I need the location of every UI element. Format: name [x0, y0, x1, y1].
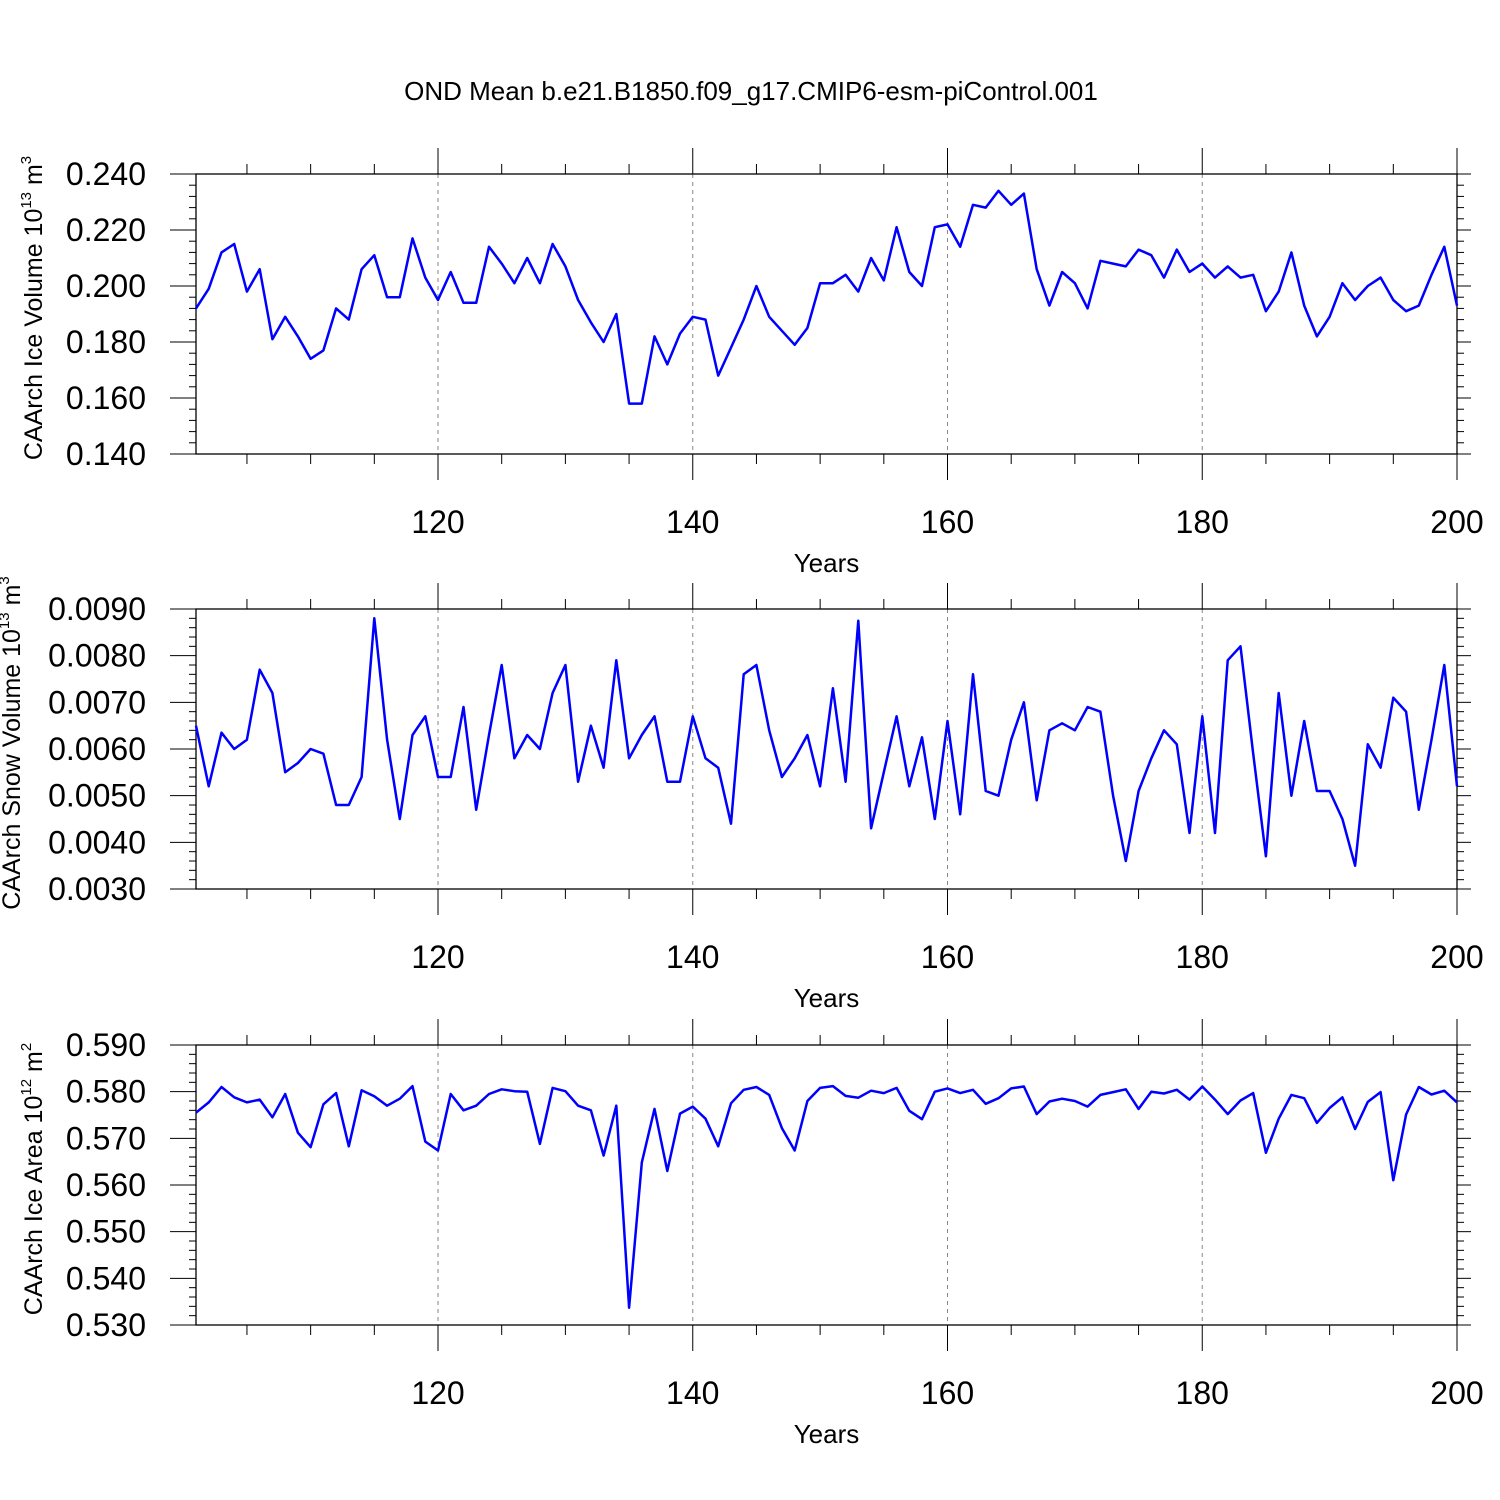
- x-tick-label: 180: [1176, 1375, 1229, 1411]
- y-axis-title-part: 2: [18, 1043, 35, 1051]
- x-tick-label: 200: [1430, 504, 1483, 540]
- y-axis-title: CAArch Ice Area 1012 m2: [18, 1043, 48, 1315]
- x-tick-label: 120: [411, 504, 464, 540]
- x-tick-label: 180: [1176, 504, 1229, 540]
- y-tick-label: 0.0040: [48, 824, 146, 860]
- panels: 0.140 0.160 0.180 0.200 0.220 0.240 120 140 160 1…: [0, 148, 1484, 1449]
- x-axis-title: Years: [794, 983, 860, 1013]
- y-axis-title-part: CAArch Ice Volume 10: [20, 209, 48, 461]
- y-tick-label: 0.0030: [48, 871, 146, 907]
- panel-3: 0.530 0.540 0.550 0.560 0.570 0.580 0.590 120 14…: [18, 1019, 1484, 1449]
- figure-title: OND Mean b.e21.B1850.f09_g17.CMIP6-esm-p…: [404, 76, 1098, 106]
- y-tick-label: 0.0050: [48, 778, 146, 814]
- x-tick-label: 160: [921, 504, 974, 540]
- x-tick-label: 200: [1430, 1375, 1483, 1411]
- y-axis-title-part: CAArch Snow Volume 10: [0, 629, 26, 910]
- y-axis-title: CAArch Snow Volume 1013 m3: [0, 576, 26, 910]
- x-tick-label: 200: [1430, 939, 1483, 975]
- y-tick-label: 0.180: [66, 324, 146, 360]
- y-tick-label: 0.0090: [48, 591, 146, 627]
- panel-2: 0.0030 0.0040 0.0050 0.0060 0.0070 0.0080 0.00…: [0, 576, 1484, 1013]
- x-tick-label: 140: [666, 939, 719, 975]
- y-tick-label: 0.0080: [48, 638, 146, 674]
- series-line: [194, 617, 1459, 867]
- plot-frame: [195, 1044, 1458, 1326]
- x-axis-title: Years: [794, 1419, 860, 1449]
- y-tick-label: 0.0060: [48, 731, 146, 767]
- y-tick-label: 0.550: [66, 1214, 146, 1250]
- plot-frame: [195, 608, 1458, 890]
- y-axis-title-part: CAArch Ice Area 10: [20, 1096, 48, 1316]
- y-axis-title-part: 3: [0, 576, 13, 584]
- y-tick-label: 0.140: [66, 436, 146, 472]
- x-tick-label: 160: [921, 939, 974, 975]
- y-axis-title-part: 13: [0, 612, 13, 629]
- y-axis-title-part: m: [20, 164, 48, 192]
- y-tick-label: 0.580: [66, 1074, 146, 1110]
- y-tick-label: 0.530: [66, 1307, 146, 1343]
- y-axis-title-part: m: [0, 585, 26, 613]
- x-tick-label: 160: [921, 1375, 974, 1411]
- x-tick-label: 120: [411, 939, 464, 975]
- y-axis-title-part: 12: [18, 1079, 35, 1096]
- plot-frame: [195, 173, 1458, 455]
- y-tick-label: 0.590: [66, 1027, 146, 1063]
- x-axis-title: Years: [794, 548, 860, 578]
- y-tick-label: 0.0070: [48, 684, 146, 720]
- y-axis-title-part: m: [20, 1051, 48, 1079]
- x-tick-label: 120: [411, 1375, 464, 1411]
- x-tick-label: 140: [666, 504, 719, 540]
- y-tick-label: 0.240: [66, 156, 146, 192]
- series-line: [195, 1084, 1458, 1309]
- y-axis-title-part: 13: [18, 192, 35, 209]
- series-line: [194, 189, 1459, 405]
- y-axis-title: CAArch Ice Volume 1013 m3: [18, 156, 48, 460]
- x-tick-label: 140: [666, 1375, 719, 1411]
- y-axis-title-part: 3: [18, 156, 35, 164]
- y-tick-label: 0.570: [66, 1120, 146, 1156]
- panel-1: 0.140 0.160 0.180 0.200 0.220 0.240 120 140 160 1…: [18, 148, 1484, 578]
- y-tick-label: 0.540: [66, 1260, 146, 1296]
- y-tick-label: 0.200: [66, 268, 146, 304]
- x-tick-label: 180: [1176, 939, 1229, 975]
- y-tick-label: 0.220: [66, 212, 146, 248]
- y-tick-label: 0.160: [66, 380, 146, 416]
- y-tick-label: 0.560: [66, 1167, 146, 1203]
